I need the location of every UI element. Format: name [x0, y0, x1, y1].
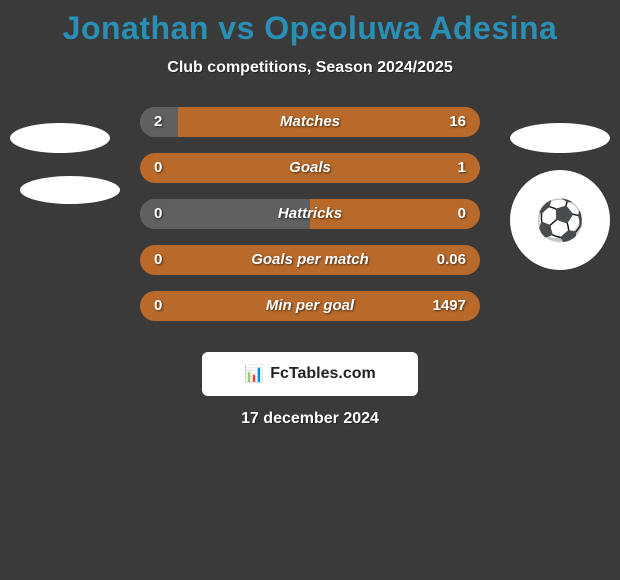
- right-player-badge-1: [510, 123, 610, 153]
- stat-right-value: 0: [458, 199, 466, 229]
- stat-label: Goals: [289, 153, 331, 183]
- subtitle: Club competitions, Season 2024/2025: [0, 59, 620, 77]
- stat-bar: 2 16 Matches: [140, 107, 480, 137]
- football-icon: ⚽: [535, 197, 585, 244]
- stat-left-value: 0: [154, 153, 162, 183]
- stat-left-value: 0: [154, 245, 162, 275]
- stat-right-value: 1497: [433, 291, 466, 321]
- fctables-label: FcTables.com: [270, 365, 376, 383]
- stat-label: Hattricks: [278, 199, 342, 229]
- date-text: 17 december 2024: [241, 410, 379, 428]
- right-player-club-logo: ⚽: [510, 170, 610, 270]
- fctables-attribution: 📊 FcTables.com: [202, 352, 418, 396]
- chart-icon: 📊: [244, 364, 264, 384]
- stat-bar: 0 1497 Min per goal: [140, 291, 480, 321]
- left-player-badge-2: [20, 176, 120, 204]
- stat-label: Min per goal: [266, 291, 354, 321]
- stat-right-value: 16: [449, 107, 466, 137]
- comparison-infographic: Jonathan vs Opeoluwa Adesina Club compet…: [0, 0, 620, 580]
- stat-left-value: 2: [154, 107, 162, 137]
- stat-left-value: 0: [154, 199, 162, 229]
- stat-left-value: 0: [154, 291, 162, 321]
- stat-right-value: 0.06: [437, 245, 466, 275]
- stat-row: 0 1497 Min per goal: [0, 291, 620, 337]
- stat-bar: 0 1 Goals: [140, 153, 480, 183]
- stat-label: Goals per match: [251, 245, 369, 275]
- stat-right-value: 1: [458, 153, 466, 183]
- left-player-badge-1: [10, 123, 110, 153]
- stat-bar: 0 0.06 Goals per match: [140, 245, 480, 275]
- stat-label: Matches: [280, 107, 340, 137]
- stat-bar: 0 0 Hattricks: [140, 199, 480, 229]
- page-title: Jonathan vs Opeoluwa Adesina: [0, 0, 620, 47]
